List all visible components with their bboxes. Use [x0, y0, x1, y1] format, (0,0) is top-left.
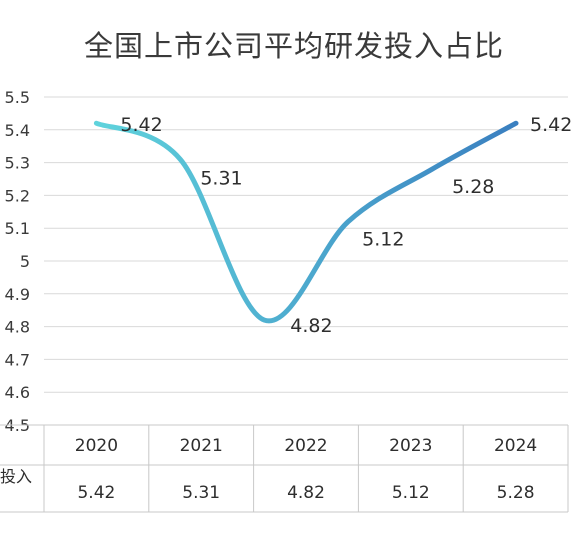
- chart-title: 全国上市公司平均研发投入占比: [84, 29, 504, 63]
- data-label: 5.42: [530, 114, 572, 136]
- data-table: 2020 2021 2022 2023 2024 投入 5.42 5.31 4.82 5.12 5.…: [0, 424, 569, 513]
- series-line: [93, 120, 519, 324]
- y-tick-label: 5.3: [5, 154, 30, 173]
- data-label: 5.31: [200, 167, 242, 189]
- y-tick-label: 4.9: [5, 285, 30, 304]
- gridlines: [44, 96, 568, 393]
- table-cell: 5.28: [497, 483, 535, 503]
- y-tick-label: 5.4: [5, 121, 30, 140]
- table-cell: 5.31: [182, 483, 220, 503]
- y-tick-label: 4.7: [5, 350, 30, 369]
- table-cell: 5.42: [77, 483, 115, 503]
- y-tick-label: 4.8: [5, 318, 30, 337]
- x-category-label: 2023: [389, 436, 432, 456]
- table-cell: 4.82: [287, 483, 325, 503]
- y-tick-label: 5.1: [5, 219, 30, 238]
- y-tick-label: 5.5: [5, 88, 30, 107]
- table-row-label: 投入: [0, 467, 32, 486]
- y-tick-label: 4.6: [5, 383, 30, 402]
- y-tick-label: 5: [20, 252, 30, 271]
- data-labels: 5.42 5.31 4.82 5.12 5.28 5.42: [120, 114, 572, 337]
- data-label: 4.82: [290, 315, 332, 337]
- x-category-label: 2020: [75, 436, 118, 456]
- data-label: 5.42: [120, 114, 162, 136]
- data-label: 5.28: [452, 176, 494, 198]
- y-tick-label: 5.2: [5, 186, 30, 205]
- x-category-label: 2021: [180, 436, 223, 456]
- table-cell: 5.12: [392, 483, 430, 503]
- x-category-label: 2024: [494, 436, 537, 456]
- data-label: 5.12: [362, 229, 404, 251]
- x-category-label: 2022: [284, 436, 327, 456]
- y-axis-ticks: 4.54.64.74.84.955.15.25.35.45.5: [5, 88, 30, 435]
